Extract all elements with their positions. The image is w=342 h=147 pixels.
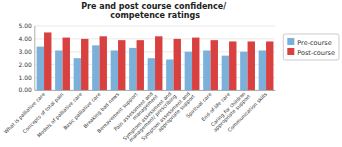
bar: [44, 32, 51, 90]
y-tick-label: 3.00: [18, 48, 32, 55]
y-tick-label: 5.00: [18, 22, 32, 29]
legend-swatch: [287, 38, 294, 45]
title-line: Pre and post course confidence/: [81, 2, 229, 11]
bar: [266, 41, 273, 90]
grid-line: [35, 90, 276, 91]
legend-label: Pre-course: [297, 39, 331, 47]
y-tick-label: 2.00: [18, 61, 32, 68]
bar: [81, 39, 88, 91]
bar: [192, 38, 199, 91]
y-axis: 0.00 1.00 2.00 3.00 4.00 5.00: [18, 22, 275, 93]
x-tick-labels: What is palliative careConcepts of total…: [2, 89, 268, 146]
bar: [100, 36, 107, 90]
y-axis-line: [34, 26, 35, 90]
title: Pre and post course confidence/ competen…: [81, 2, 229, 20]
bar: [37, 47, 44, 91]
y-tick-label: 0.00: [18, 86, 32, 93]
bar: [174, 39, 181, 91]
bar: [222, 56, 229, 91]
legend: Pre-course Post-course: [283, 34, 339, 60]
legend-swatch: [287, 48, 294, 55]
title-line: competence ratings: [110, 11, 200, 20]
x-tick-label-line: Communication skills: [226, 91, 268, 133]
bar: [137, 40, 144, 90]
y-tick-label: 4.00: [18, 35, 32, 42]
legend-label: Post-course: [297, 49, 335, 57]
y-tick-label: 1.00: [18, 74, 32, 81]
bar: [203, 50, 210, 90]
x-axis-line: [35, 90, 276, 91]
bar: [259, 50, 266, 90]
bar: [148, 58, 155, 90]
chart: Pre and post course confidence/ competen…: [0, 0, 342, 147]
legend-frame: [283, 34, 339, 60]
bar: [155, 36, 162, 90]
grid-line: [35, 26, 276, 27]
bar: [240, 52, 247, 91]
bar: [211, 40, 218, 90]
background: [0, 0, 342, 147]
bar: [166, 59, 173, 90]
x-tick-label: Communication skills: [226, 91, 268, 133]
bar: [55, 50, 62, 90]
bar: [248, 41, 255, 90]
bar: [111, 50, 118, 90]
bar: [74, 58, 81, 90]
page: {"chart_data": { "type": "bar", "title":…: [0, 0, 342, 147]
bar: [63, 38, 70, 91]
x-tick-label-line: Caring for children: [209, 89, 248, 128]
bar: [229, 41, 236, 90]
bars: [37, 32, 274, 90]
bar: [92, 45, 99, 90]
bar: [129, 48, 136, 91]
bar: [118, 40, 125, 90]
bar: [185, 52, 192, 91]
